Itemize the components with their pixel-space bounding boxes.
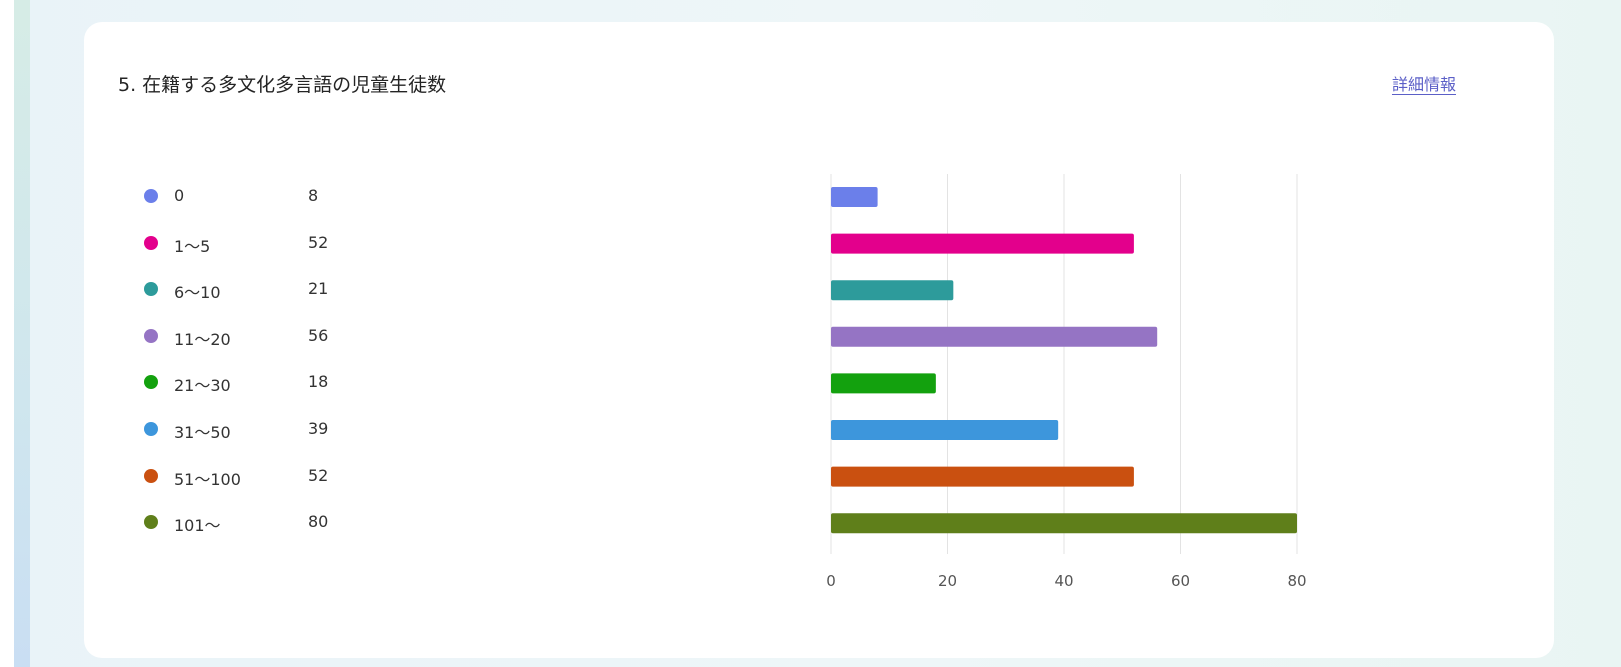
- legend-item: 31～50 39: [144, 417, 384, 464]
- legend-count: 80: [308, 512, 329, 532]
- legend-label: 51～100: [174, 469, 241, 489]
- legend-count: 8: [308, 186, 319, 205]
- legend-label: 1～5: [174, 236, 211, 256]
- bar-chart: 0 20 40 60 80: [826, 174, 1307, 590]
- legend-label: 6～10: [174, 283, 221, 303]
- legend-item: 0 8: [144, 184, 384, 231]
- x-tick-label: 80: [1287, 572, 1306, 590]
- bar[interactable]: [831, 513, 1297, 534]
- bar[interactable]: [831, 466, 1134, 487]
- legend-item: 51～100 52: [144, 464, 384, 511]
- bar[interactable]: [831, 187, 878, 207]
- question-card: 5. 在籍する多文化多言語の児童生徒数 詳細情報 0 8 1～5 52 6～10…: [84, 22, 1554, 658]
- legend-dot: [144, 375, 158, 390]
- legend-dot: [144, 468, 158, 483]
- legend-dot: [144, 515, 158, 530]
- legend-label: 101～: [174, 516, 221, 536]
- left-rail: [0, 0, 14, 667]
- legend-item: 21～30 18: [144, 370, 384, 417]
- legend-dot: [144, 189, 158, 203]
- x-tick-label: 0: [826, 572, 836, 590]
- bar[interactable]: [831, 233, 1134, 254]
- legend-label: 0: [174, 186, 185, 205]
- legend-label: 11～20: [174, 329, 231, 349]
- legend-count: 56: [308, 325, 329, 345]
- bar[interactable]: [831, 420, 1059, 440]
- legend-dot: [144, 421, 158, 436]
- legend-count: 18: [308, 372, 329, 392]
- x-tick-label: 60: [1171, 572, 1190, 590]
- x-tick-label: 40: [1054, 572, 1073, 590]
- question-title: 5. 在籍する多文化多言語の児童生徒数: [118, 74, 447, 96]
- bar[interactable]: [831, 280, 954, 301]
- legend-dot: [144, 235, 158, 250]
- legend-label: 21～30: [174, 376, 231, 396]
- legend-item: 1～5 52: [144, 231, 384, 278]
- legend-count: 52: [308, 465, 329, 485]
- legend-item: 101～ 80: [144, 510, 384, 557]
- legend-dot: [144, 282, 158, 297]
- bar[interactable]: [831, 373, 936, 394]
- bar[interactable]: [831, 326, 1158, 347]
- legend-label: 31～50: [174, 422, 231, 442]
- legend-count: 21: [308, 279, 329, 299]
- legend-count: 52: [308, 232, 329, 252]
- legend-item: 6～10 21: [144, 277, 384, 324]
- legend-dot: [144, 328, 158, 343]
- x-tick-label: 20: [938, 572, 957, 590]
- chart-legend: 0 8 1～5 52 6～10 21 11～20 56 21～30 18 31～…: [144, 184, 384, 557]
- left-rail-edge: [14, 0, 30, 667]
- details-link[interactable]: 詳細情報: [1391, 75, 1456, 94]
- legend-item: 11～20 56: [144, 324, 384, 371]
- legend-count: 39: [308, 418, 329, 438]
